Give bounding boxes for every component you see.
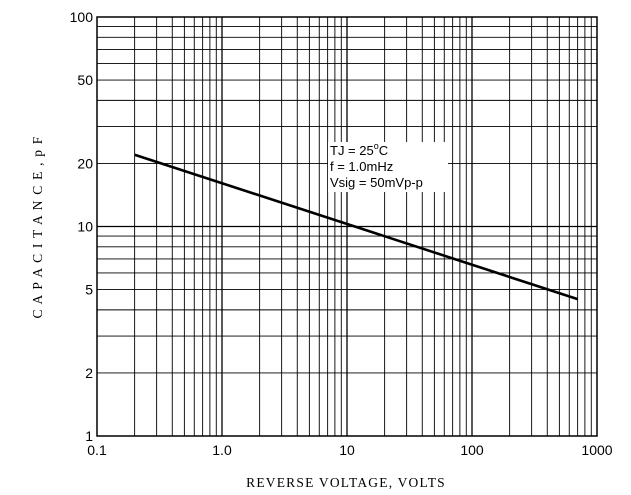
x-tick-label: 1.0 [212, 442, 232, 458]
y-tick-labels: 1 2 5 10 20 50 100 [70, 9, 94, 444]
x-tick-label: 1000 [581, 442, 612, 458]
x-tick-label: 0.1 [87, 442, 107, 458]
y-axis-label: C A P A C I T A N C E , p F [30, 136, 45, 319]
x-tick-label: 10 [339, 442, 355, 458]
annotation-temperature: TJ = 25oC [330, 141, 388, 158]
x-axis-label: REVERSE VOLTAGE, VOLTS [246, 475, 446, 490]
conditions-annotation: TJ = 25oC f = 1.0mHz Vsig = 50mVp-p [328, 141, 448, 192]
annotation-frequency: f = 1.0mHz [330, 159, 393, 174]
capacitance-curve [134, 153, 579, 301]
annotation-signal: Vsig = 50mVp-p [330, 175, 423, 190]
x-tick-labels: 0.1 1.0 10 100 1000 [87, 442, 613, 458]
y-tick-label: 5 [85, 282, 93, 298]
y-tick-label: 2 [85, 365, 93, 381]
y-tick-label: 1 [85, 428, 93, 444]
y-tick-label: 50 [77, 72, 93, 88]
plot-frame [96, 16, 598, 437]
grid [97, 17, 597, 436]
y-tick-label: 20 [77, 155, 93, 171]
y-tick-label: 100 [70, 9, 94, 25]
series-group [134, 153, 579, 301]
x-tick-label: 100 [460, 442, 484, 458]
y-tick-label: 10 [77, 219, 93, 235]
